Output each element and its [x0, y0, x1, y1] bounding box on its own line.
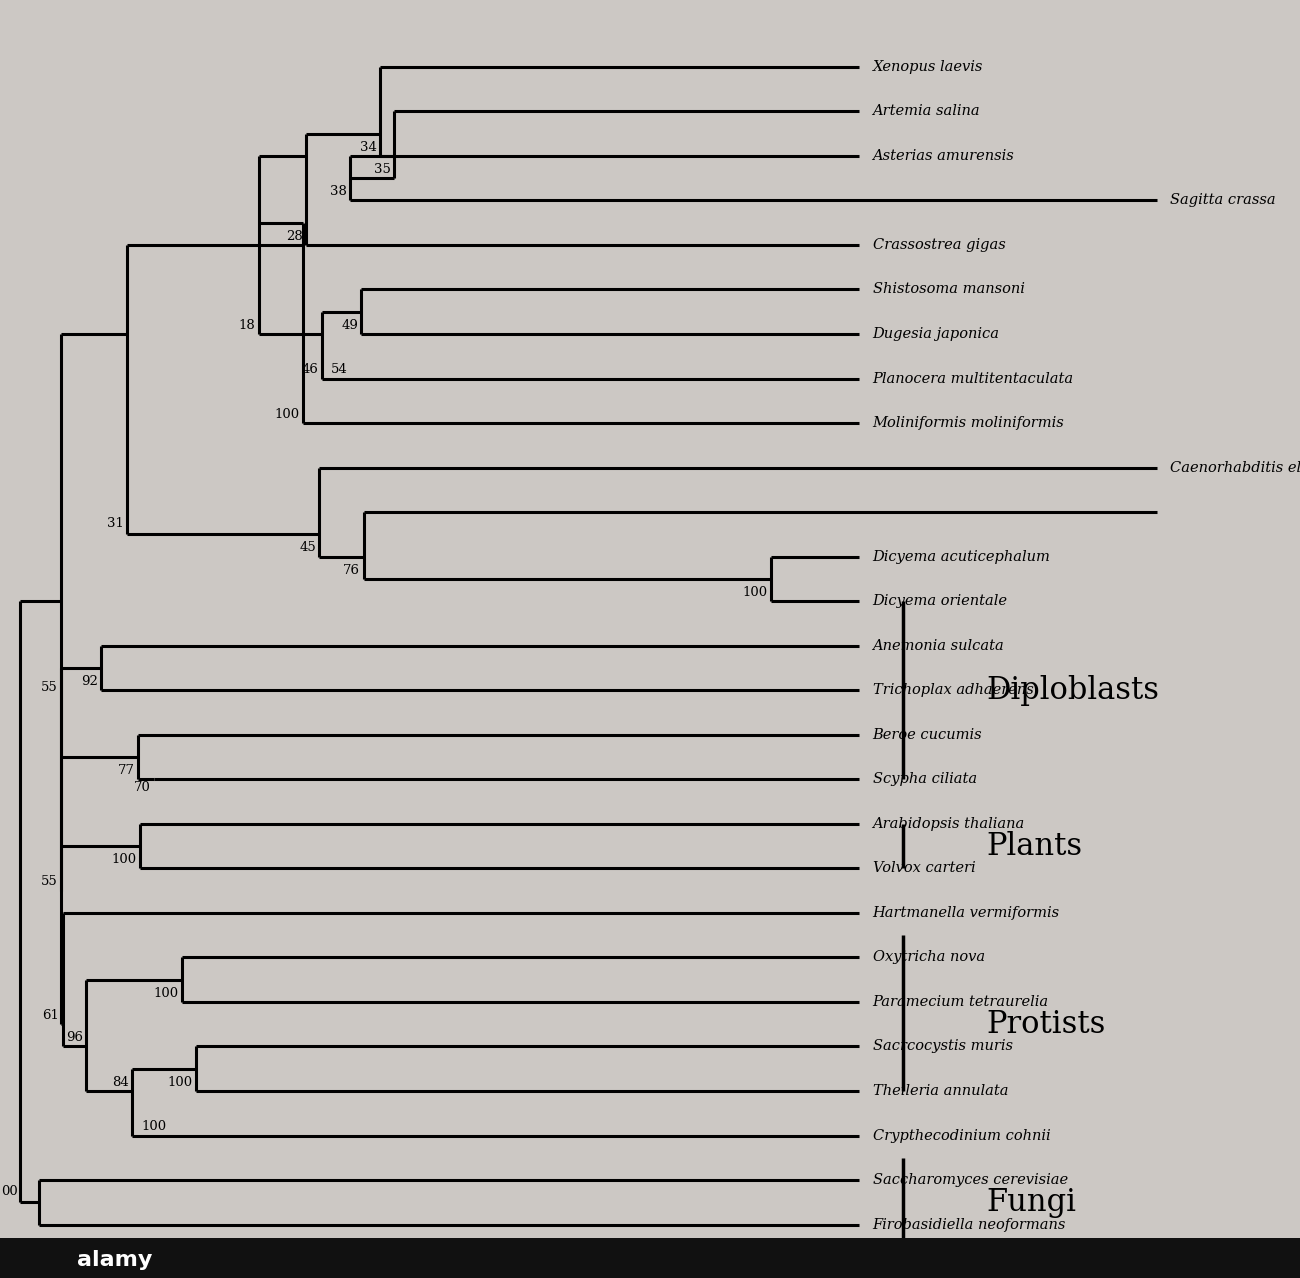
Text: Plants: Plants	[985, 831, 1082, 861]
Text: Crypthecodinium cohnii: Crypthecodinium cohnii	[872, 1128, 1050, 1143]
Text: 70: 70	[134, 781, 151, 795]
Text: 49: 49	[341, 318, 358, 332]
Text: Volvox carteri: Volvox carteri	[872, 861, 975, 875]
Text: Asterias amurensis: Asterias amurensis	[872, 148, 1014, 162]
Text: Beroe cucumis: Beroe cucumis	[872, 727, 983, 741]
Text: 77: 77	[117, 764, 134, 777]
Text: 61: 61	[43, 1008, 60, 1022]
Text: 92: 92	[81, 675, 98, 688]
Bar	[0, 1238, 1300, 1278]
Text: 55: 55	[40, 681, 57, 694]
Text: 100: 100	[274, 408, 300, 420]
Text: Theileria annulata: Theileria annulata	[872, 1084, 1008, 1098]
Text: 100: 100	[168, 1076, 192, 1089]
Text: alamy: alamy	[77, 1250, 152, 1270]
Text: 55: 55	[40, 875, 57, 888]
Text: 100: 100	[112, 854, 136, 866]
Text: 28: 28	[286, 230, 303, 243]
Text: Hartmanella vermiformis: Hartmanella vermiformis	[872, 906, 1060, 920]
Text: 76: 76	[343, 564, 360, 576]
Text: Caenorhabditis elegans: Caenorhabditis elegans	[1170, 460, 1300, 474]
Text: 38: 38	[330, 185, 347, 198]
Text: Fungi: Fungi	[985, 1187, 1076, 1218]
Text: Arabidopsis thaliana: Arabidopsis thaliana	[872, 817, 1024, 831]
Text: Moliniformis moliniformis: Moliniformis moliniformis	[872, 417, 1065, 429]
Text: 100: 100	[140, 1121, 166, 1134]
Text: Sacrcocystis muris: Sacrcocystis muris	[872, 1039, 1013, 1053]
Text: Trichoplax adhaerens: Trichoplax adhaerens	[872, 684, 1034, 698]
Text: Oxytricha nova: Oxytricha nova	[872, 951, 984, 965]
Text: 18: 18	[239, 318, 256, 332]
Text: Crassostrea gigas: Crassostrea gigas	[872, 238, 1005, 252]
Text: 35: 35	[374, 162, 391, 176]
Text: 100: 100	[153, 987, 178, 999]
Text: Firobasidiella neoformans: Firobasidiella neoformans	[872, 1218, 1066, 1232]
Text: 84: 84	[112, 1076, 129, 1089]
Text: Sagitta crassa: Sagitta crassa	[1170, 193, 1275, 207]
Text: Dicyema acuticephalum: Dicyema acuticephalum	[872, 550, 1050, 564]
Text: Anemonia sulcata: Anemonia sulcata	[872, 639, 1005, 653]
Text: Shistosoma mansoni: Shistosoma mansoni	[872, 282, 1024, 296]
Text: Xenopus laevis: Xenopus laevis	[872, 60, 983, 74]
Text: 100: 100	[742, 585, 768, 599]
Text: 34: 34	[360, 141, 377, 153]
Text: Planocera multitentaculata: Planocera multitentaculata	[872, 372, 1074, 386]
Text: 45: 45	[299, 542, 316, 555]
Text: 96: 96	[65, 1031, 83, 1044]
Text: Diploblasts: Diploblasts	[985, 675, 1160, 705]
Text: 54: 54	[330, 363, 347, 376]
Text: Saccharomyces cerevisiae: Saccharomyces cerevisiae	[872, 1173, 1067, 1187]
Text: Artemia salina: Artemia salina	[872, 105, 980, 119]
Text: Dicyema orientale: Dicyema orientale	[872, 594, 1008, 608]
Text: Paramecium tetraurelia: Paramecium tetraurelia	[872, 994, 1049, 1008]
Text: Dugesia japonica: Dugesia japonica	[872, 327, 1000, 341]
Text: 00: 00	[1, 1185, 18, 1197]
Text: 46: 46	[302, 363, 318, 376]
Text: Scypha ciliata: Scypha ciliata	[872, 772, 976, 786]
Text: 31: 31	[107, 516, 124, 530]
Text: Protists: Protists	[985, 1008, 1105, 1040]
